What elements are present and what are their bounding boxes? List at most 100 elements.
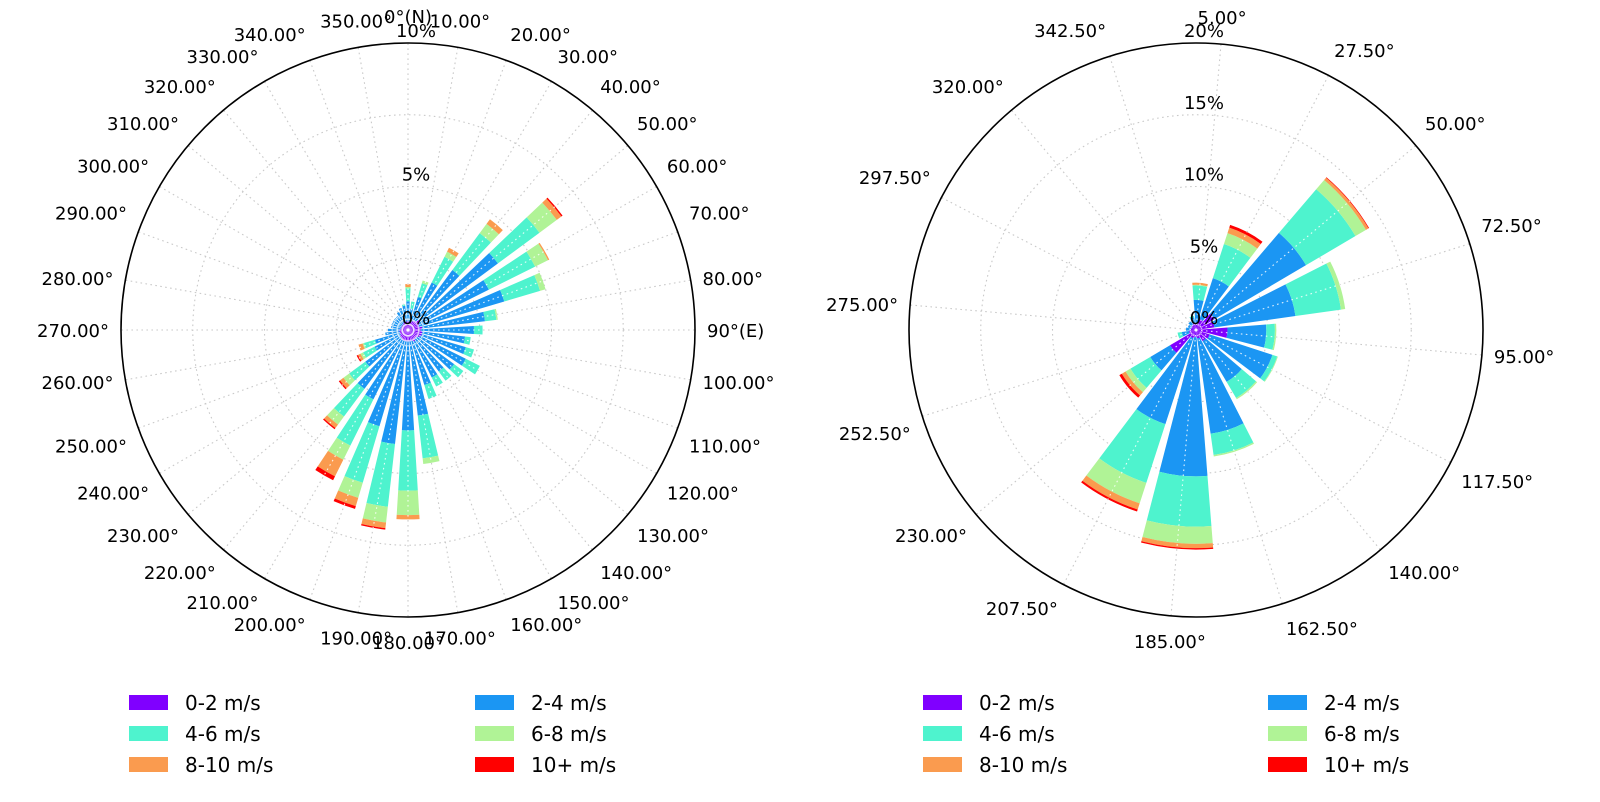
bar-right-162.5-bin2 bbox=[1210, 423, 1254, 456]
bar-right-207.5-bin3 bbox=[1086, 458, 1147, 504]
bar-left-240-bin3 bbox=[360, 352, 367, 360]
bar-left-170-bin3 bbox=[422, 455, 440, 465]
legend-label-4-6: 4-6 m/s bbox=[979, 721, 1055, 746]
bar-left-200-bin1 bbox=[367, 340, 405, 427]
legend-swatch-6-8 bbox=[475, 726, 514, 741]
bar-spoke-overlay bbox=[407, 329, 434, 398]
bar-left-220-bin5 bbox=[323, 418, 336, 430]
angle-tick-label-left: 100.00° bbox=[703, 373, 775, 394]
legend-swatch-2-4 bbox=[1268, 695, 1307, 710]
bar-spoke-overlay bbox=[1195, 329, 1235, 452]
bar-left-270-bin1 bbox=[387, 328, 400, 332]
angle-tick-label-left: 230.00° bbox=[107, 526, 179, 547]
bar-right-162.5-bin0 bbox=[1196, 330, 1200, 339]
bar-spoke-overlay bbox=[397, 312, 409, 331]
angle-tick-label-right: 207.50° bbox=[986, 599, 1058, 620]
legend-swatch-0-2 bbox=[129, 695, 168, 710]
wind-rose-right: 5.00° 27.50° 50.00° 72.50° 95.00° 117.50° 140.… bbox=[826, 8, 1554, 653]
bar-left-170-bin2 bbox=[417, 413, 439, 459]
bar-left-220-bin3 bbox=[327, 408, 344, 425]
legend-swatch-4-6 bbox=[129, 726, 168, 741]
bar-left-150-bin1 bbox=[413, 340, 438, 378]
angle-tick-label-left: 270.00° bbox=[37, 321, 109, 342]
bar-left-50-bin2 bbox=[489, 217, 540, 264]
angle-tick-label-left: 50.00° bbox=[637, 114, 698, 135]
angle-tick-label-right: 320.00° bbox=[932, 77, 1004, 98]
bar-spoke-overlay bbox=[1176, 329, 1197, 549]
bar-left-180-bin3 bbox=[396, 490, 420, 516]
legend-label-2-4: 2-4 m/s bbox=[1324, 690, 1400, 715]
bar-left-20-bin2 bbox=[417, 283, 428, 299]
bar-left-200-bin5 bbox=[333, 498, 356, 509]
bar-right-72.5-bin2 bbox=[1285, 263, 1341, 317]
bar-spoke-overlay bbox=[407, 313, 498, 331]
angle-tick-label-left: 130.00° bbox=[637, 526, 709, 547]
bar-left-40-bin4 bbox=[486, 219, 503, 235]
angle-tick-label-left: 40.00° bbox=[600, 77, 661, 98]
bar-spoke-overlay bbox=[407, 329, 462, 375]
bar-spoke-overlay bbox=[1195, 231, 1248, 331]
bar-right-95-bin2 bbox=[1264, 323, 1275, 350]
bar-right-275-bin1 bbox=[1185, 327, 1191, 331]
bar-left-30-bin4 bbox=[447, 247, 459, 258]
bar-right-162.5-bin1 bbox=[1197, 337, 1244, 434]
angle-tick-label-right: 185.00° bbox=[1134, 632, 1206, 653]
angle-tick-label-right: 162.50° bbox=[1286, 619, 1358, 640]
radial-tick-label-right: 0% bbox=[1190, 308, 1219, 329]
bar-spoke-overlay bbox=[1195, 284, 1340, 331]
bar-left-40-bin1 bbox=[414, 270, 460, 322]
bar-left-190-bin2 bbox=[366, 441, 395, 507]
angle-tick-label-right: 252.50° bbox=[839, 424, 911, 445]
bar-left-160-bin1 bbox=[411, 340, 431, 386]
legend-item-6-8: 6-8 m/s bbox=[475, 718, 616, 749]
bar-right-207.5-bin2 bbox=[1099, 409, 1166, 483]
bar-spoke-overlay bbox=[407, 329, 450, 379]
bar-spoke-overlay bbox=[1189, 321, 1197, 331]
angle-tick-label-left: 320.00° bbox=[144, 77, 216, 98]
bar-left-190-bin5 bbox=[361, 523, 386, 530]
bar-left-90-bin1 bbox=[420, 325, 475, 335]
bar-right-117.5-bin0 bbox=[1196, 330, 1210, 339]
bar-spoke-overlay bbox=[359, 329, 409, 349]
angle-tick-label-left: 0°(N) bbox=[384, 7, 432, 28]
bar-right-50-bin1 bbox=[1209, 232, 1307, 320]
bar-left-240-bin2 bbox=[363, 346, 377, 358]
bar-right-185-bin5 bbox=[1141, 541, 1214, 550]
bar-right-162.5-bin3 bbox=[1213, 442, 1254, 457]
bar-left-60-bin2 bbox=[483, 251, 536, 290]
bar-spoke-overlay bbox=[1178, 329, 1197, 337]
bar-left-30-bin3 bbox=[444, 251, 457, 262]
bar-left-140-bin1 bbox=[414, 338, 444, 372]
bar-left-220-bin4 bbox=[324, 415, 339, 429]
bar-left-80-bin3 bbox=[494, 308, 498, 320]
legend-label-10plus: 10+ m/s bbox=[531, 752, 617, 777]
radial-tick-label-right: 5% bbox=[1190, 236, 1219, 257]
bar-right-230-bin3 bbox=[1125, 368, 1147, 393]
legend-item-10plus: 10+ m/s bbox=[1268, 749, 1409, 780]
angle-tick-label-left: 180.00° bbox=[372, 633, 444, 654]
angle-tick-label-right: 50.00° bbox=[1425, 114, 1486, 135]
bar-left-240-bin4 bbox=[357, 353, 364, 361]
bar-left-50-bin3 bbox=[526, 202, 557, 233]
angle-tick-label-left: 170.00° bbox=[424, 629, 496, 650]
bar-left-330-bin0 bbox=[403, 322, 408, 330]
polar-outline bbox=[120, 42, 696, 618]
radial-tick-label-left: 5% bbox=[402, 165, 431, 186]
bar-spoke-overlay bbox=[407, 329, 441, 385]
legend-item-2-4: 2-4 m/s bbox=[1268, 687, 1409, 718]
angle-tick-label-left: 350.00° bbox=[320, 12, 392, 33]
bar-spoke-overlay bbox=[385, 329, 409, 335]
bar-left-70-bin2 bbox=[500, 275, 541, 302]
bar-right-207.5-bin0 bbox=[1190, 330, 1196, 339]
angle-tick-label-right: 27.50° bbox=[1334, 41, 1395, 62]
angle-tick-label-left: 20.00° bbox=[510, 25, 571, 46]
radial-tick-label-right: 20% bbox=[1184, 21, 1224, 42]
angle-tick-label-left: 260.00° bbox=[42, 373, 114, 394]
bar-spoke-overlay bbox=[1195, 329, 1277, 338]
angle-tick-label-left: 160.00° bbox=[510, 615, 582, 636]
legend-label-8-10: 8-10 m/s bbox=[979, 752, 1068, 777]
legend-label-6-8: 6-8 m/s bbox=[1324, 721, 1400, 746]
legend-swatch-8-10 bbox=[923, 757, 962, 772]
bar-right-27.5-bin1 bbox=[1199, 278, 1229, 321]
